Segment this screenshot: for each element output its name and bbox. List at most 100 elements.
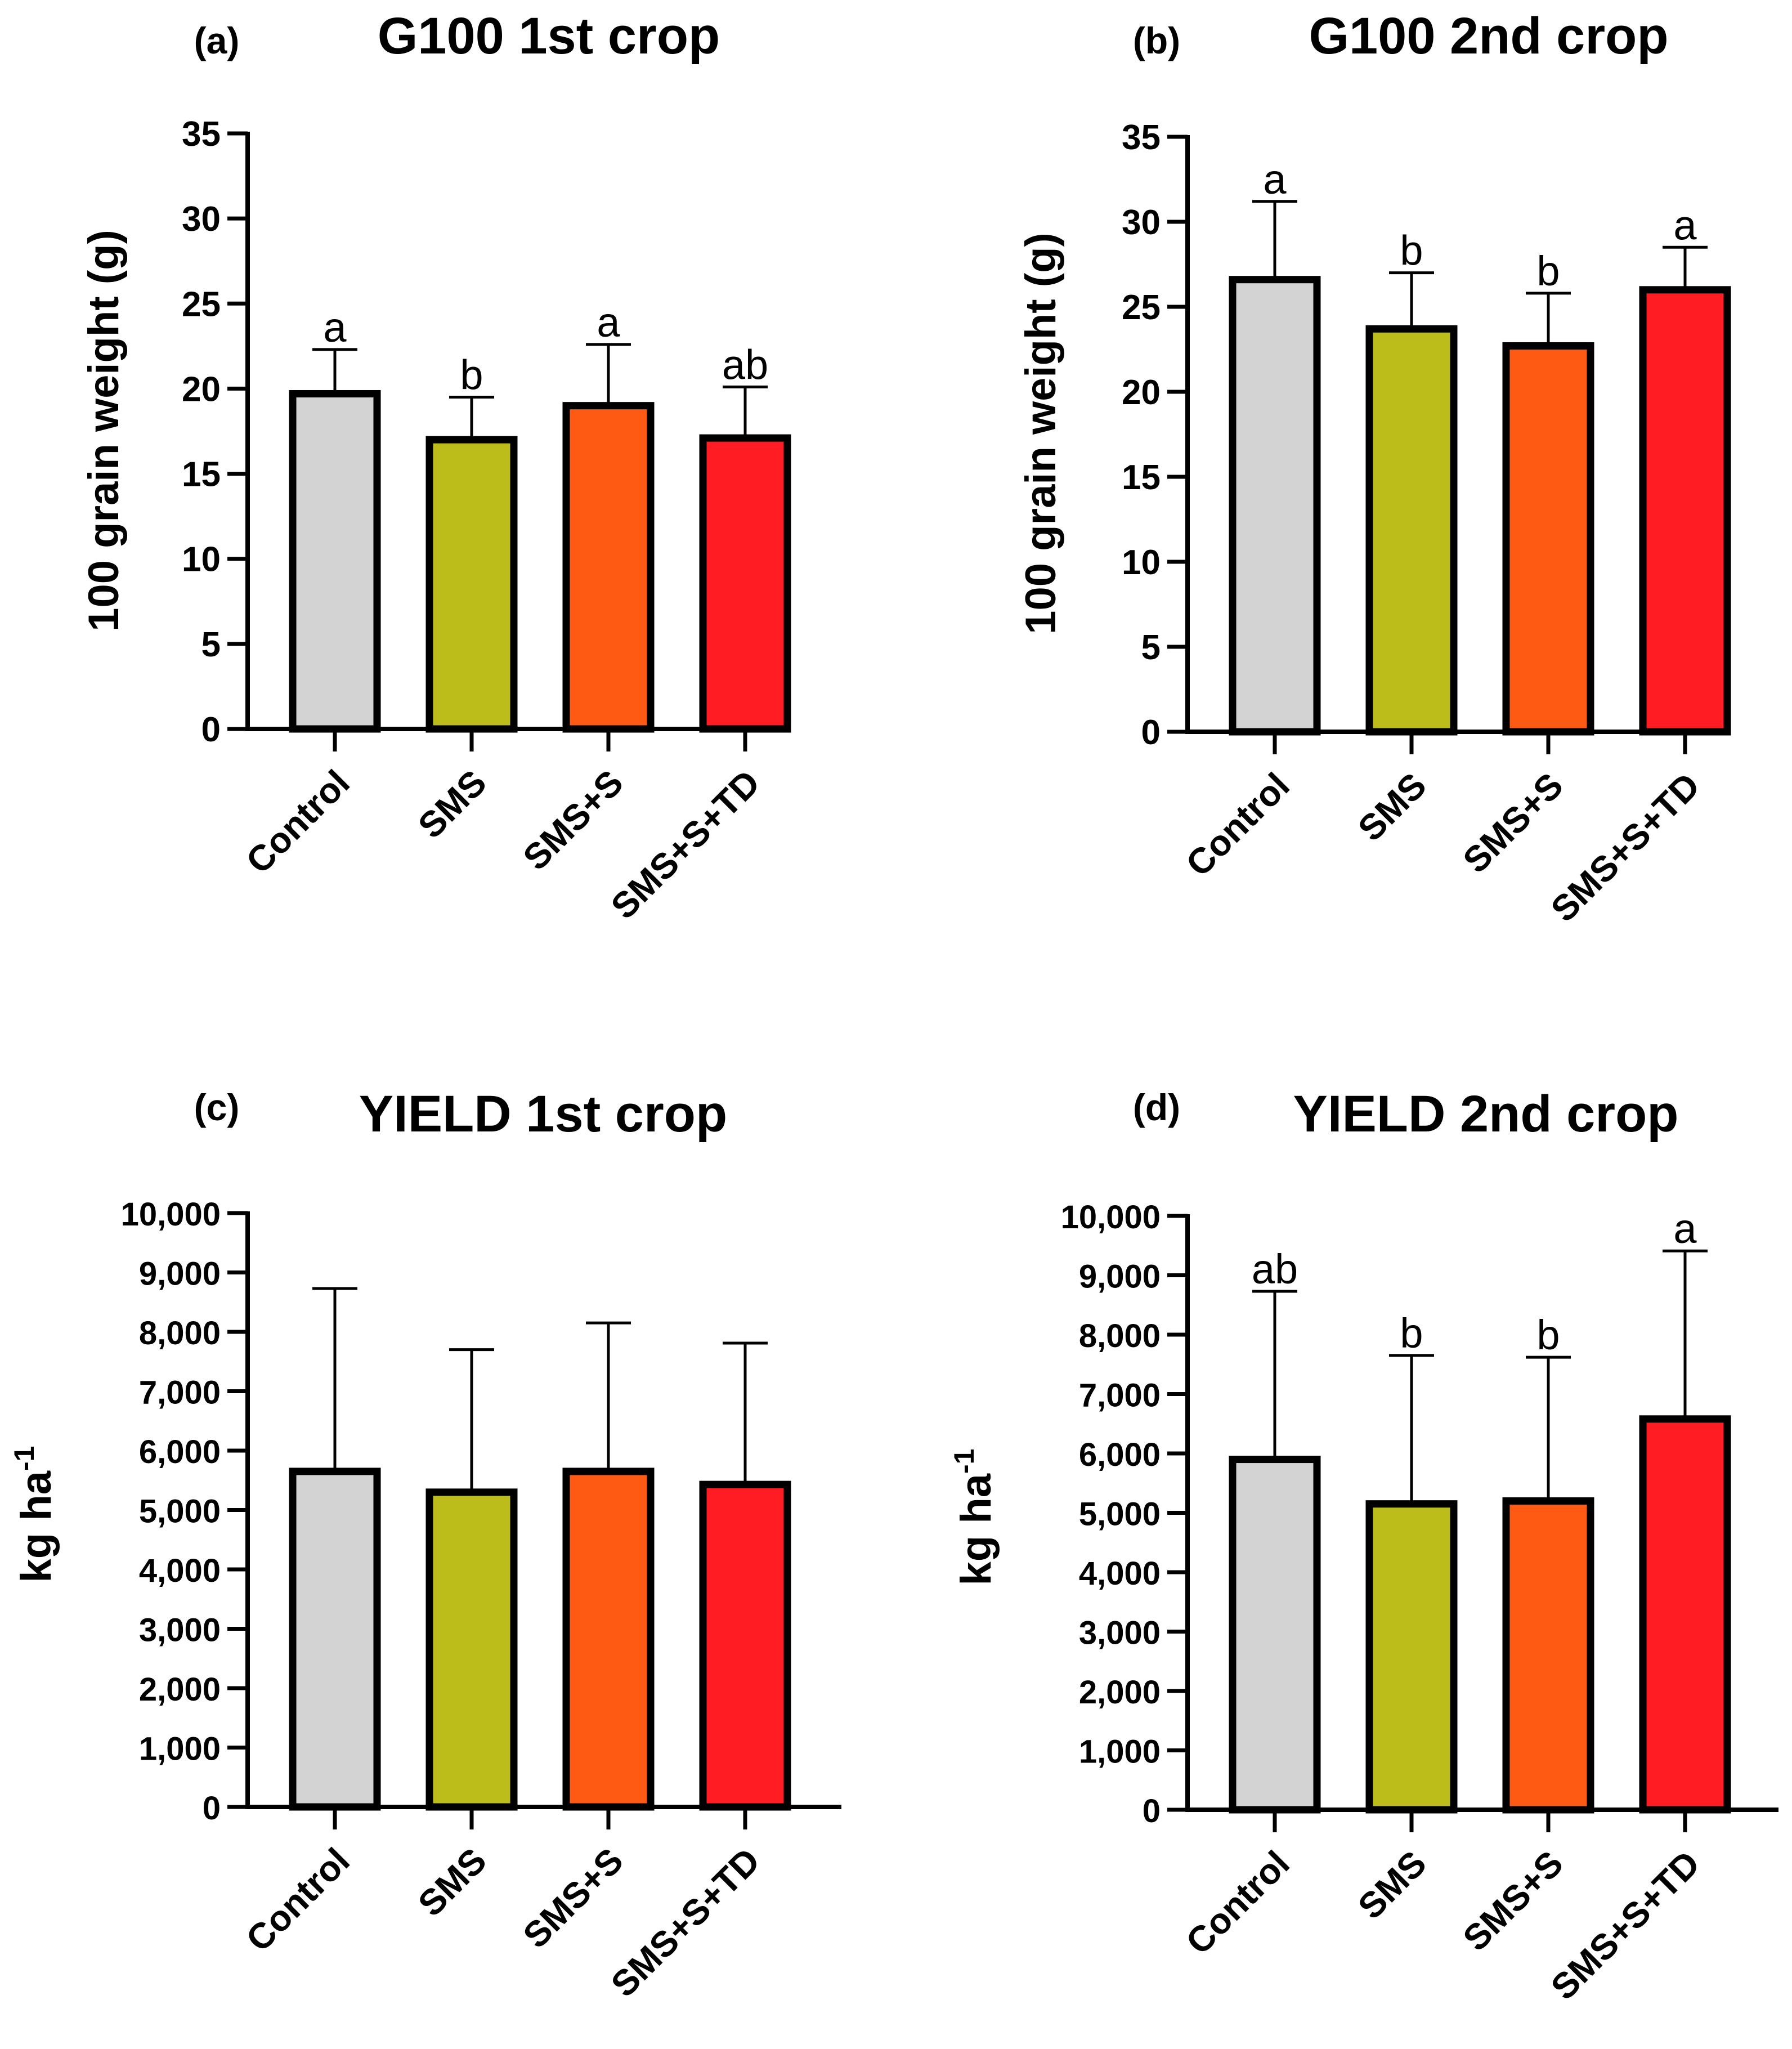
significance-letter: ab [1252, 1246, 1298, 1292]
y-tick-label: 0 [203, 1790, 221, 1827]
x-tick-label: Control [238, 762, 357, 882]
y-tick-label: 3,000 [1079, 1615, 1161, 1652]
bar [699, 434, 791, 733]
x-tick-label: Control [1178, 765, 1297, 884]
chart-title: G100 2nd crop [1309, 7, 1668, 65]
significance-letter: b [1536, 1312, 1560, 1358]
y-tick-label: 30 [182, 200, 221, 239]
y-tick-label: 15 [1122, 458, 1161, 497]
bar [1365, 325, 1458, 736]
bar [1639, 1415, 1731, 1814]
y-tick-label: 30 [1122, 203, 1161, 242]
significance-letter: a [1673, 1205, 1697, 1252]
y-axis-label: kg ha-1 [8, 1446, 60, 1583]
bar [425, 436, 518, 733]
bar [699, 1480, 791, 1811]
y-tick-label: 8,000 [139, 1315, 221, 1352]
y-tick-label: 4,000 [1079, 1555, 1161, 1592]
y-tick-label: 20 [182, 370, 221, 409]
x-tick-label: SMS+S+TD [603, 762, 768, 927]
y-tick-label: 3,000 [139, 1612, 221, 1649]
y-tick-label: 10 [182, 540, 221, 579]
y-axis-label-text: 100 grain weight (g) [1017, 232, 1065, 634]
y-tick-label: 0 [201, 710, 221, 749]
x-tick-label: SMS+S+TD [1543, 1843, 1708, 2007]
panel-letter: (c) [194, 1086, 240, 1128]
y-axis-label: 100 grain weight (g) [80, 230, 128, 632]
x-tick-label: SMS [410, 1840, 494, 1924]
chart-title: YIELD 1st crop [359, 1085, 727, 1143]
bar [1502, 342, 1594, 736]
y-tick-label: 35 [182, 115, 221, 154]
significance-letter: b [460, 352, 483, 399]
y-tick-label: 5,000 [1079, 1496, 1161, 1533]
y-tick-label: 5,000 [139, 1493, 221, 1530]
y-tick-label: 25 [1122, 288, 1161, 327]
y-tick-label: 8,000 [1079, 1318, 1161, 1354]
y-tick-label: 1,000 [1079, 1734, 1161, 1770]
x-tick-label: SMS+S [1455, 1843, 1571, 1959]
x-tick-label: SMS+S [515, 1840, 631, 1956]
chart-title: G100 1st crop [378, 7, 720, 65]
y-axis-label: 100 grain weight (g) [1017, 232, 1065, 634]
significance-letter: a [597, 299, 620, 346]
y-tick-label: 2,000 [139, 1671, 221, 1708]
y-tick-label: 6,000 [1079, 1437, 1161, 1473]
y-tick-label: 6,000 [139, 1434, 221, 1470]
x-tick-label: SMS+S+TD [1543, 765, 1708, 929]
significance-letter: b [1536, 248, 1560, 294]
bar [425, 1488, 518, 1811]
y-tick-label: 7,000 [1079, 1377, 1161, 1414]
x-tick-label: Control [1178, 1843, 1297, 1962]
x-tick-label: SMS [410, 762, 494, 846]
y-axis-label-text: kg ha [952, 1473, 1000, 1585]
chart-panel-c: (c) YIELD 1st crop kg ha-1 0 1,000 2,000 3,000… [8, 1085, 841, 2005]
y-tick-label: 10,000 [121, 1196, 221, 1233]
y-axis-label-text: 100 grain weight (g) [80, 230, 128, 632]
x-tick-label: SMS [1350, 765, 1434, 849]
bar [289, 1468, 381, 1811]
significance-letter: a [1263, 156, 1287, 203]
panel-letter: (d) [1133, 1086, 1180, 1128]
bar [1229, 1456, 1321, 1814]
panel-letter: (b) [1133, 20, 1180, 61]
significance-letter: a [323, 304, 347, 351]
y-tick-label: 10 [1122, 543, 1161, 582]
y-tick-label: 35 [1122, 118, 1161, 157]
y-axis-label-text: kg ha [12, 1470, 60, 1582]
x-tick-label: SMS+S [1455, 765, 1571, 881]
significance-letter: ab [722, 341, 768, 388]
y-axis-label-superscript: -1 [948, 1449, 980, 1474]
y-tick-label: 0 [1143, 1793, 1161, 1829]
y-tick-label: 10,000 [1061, 1199, 1161, 1236]
y-tick-label: 2,000 [1079, 1674, 1161, 1711]
x-tick-label: Control [238, 1840, 357, 1959]
significance-letter: a [1673, 202, 1697, 248]
y-tick-label: 1,000 [139, 1731, 221, 1768]
bar [289, 390, 381, 733]
y-tick-label: 15 [182, 455, 221, 494]
y-tick-label: 0 [1141, 713, 1161, 752]
significance-letter: b [1400, 1310, 1423, 1357]
x-tick-label: SMS+S+TD [603, 1840, 768, 2005]
y-tick-label: 25 [182, 285, 221, 324]
y-tick-label: 4,000 [139, 1553, 221, 1589]
bar [562, 1468, 655, 1811]
y-tick-label: 7,000 [139, 1375, 221, 1411]
y-tick-label: 20 [1122, 373, 1161, 412]
y-tick-label: 9,000 [1079, 1259, 1161, 1295]
x-tick-label: SMS [1350, 1843, 1434, 1927]
chart-panel-d: (d) YIELD 2nd crop kg ha-1 0 1,000 2,000 3,000… [948, 1085, 1778, 2007]
panel-letter: (a) [194, 20, 240, 61]
chart-panel-b: (b) G100 2nd crop 100 grain weight (g) 0 5 10… [1017, 7, 1731, 929]
y-axis-label: kg ha-1 [948, 1449, 1000, 1586]
bar [1502, 1497, 1594, 1814]
bar [1365, 1500, 1458, 1814]
chart-panel-a: (a) G100 1st crop 100 grain weight (g) 0 5 10… [80, 7, 791, 927]
y-tick-label: 5 [1141, 628, 1161, 667]
x-tick-label: SMS+S [515, 762, 631, 878]
bar [562, 402, 655, 733]
bar [1229, 276, 1321, 736]
y-axis-label-superscript: -1 [8, 1446, 40, 1471]
